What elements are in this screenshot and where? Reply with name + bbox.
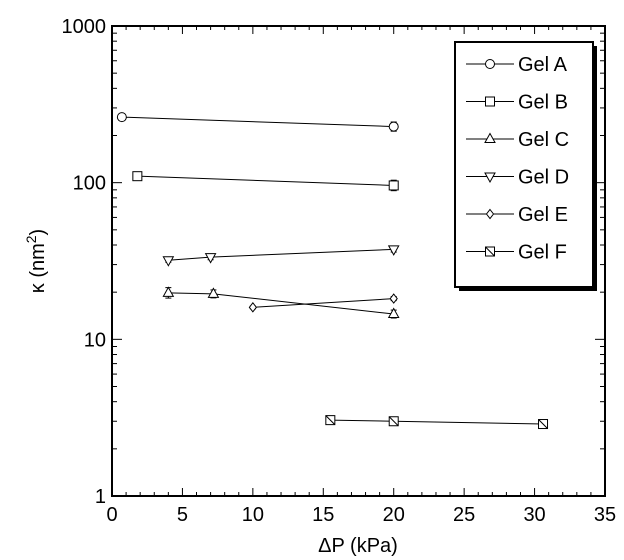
data-point-gel-f-slash <box>538 419 548 429</box>
y-tick-label: 1 <box>95 486 106 508</box>
series-line-gel-b <box>137 175 394 186</box>
legend-box <box>454 41 594 288</box>
x-tick-label: 10 <box>242 504 264 526</box>
legend-marker-gel-f <box>485 246 495 257</box>
x-tick-label: 35 <box>594 504 616 526</box>
data-point-gel-f-slash <box>325 415 336 425</box>
series-gel-c <box>162 286 400 319</box>
x-tick-label: 0 <box>106 504 117 526</box>
series-line-gel-f <box>330 419 544 425</box>
series-gel-f <box>325 415 549 430</box>
data-point-gel-b-shape <box>132 171 143 182</box>
legend-label-gel-f: Gel F <box>518 242 567 264</box>
data-point-gel-e <box>389 293 398 304</box>
series-line-gel-c <box>168 292 394 315</box>
data-point-gel-d <box>204 253 217 264</box>
series-line-gel-a <box>121 116 394 128</box>
y-tick-label: 1000 <box>62 16 107 38</box>
data-point-gel-a <box>116 112 127 123</box>
series-gel-a <box>116 112 399 132</box>
series-gel-b <box>132 171 399 192</box>
x-tick-label: 30 <box>523 504 545 526</box>
y-axis-label-superscript: 2 <box>23 235 39 243</box>
x-tick-label: 15 <box>312 504 334 526</box>
series-gel-d <box>162 245 400 267</box>
x-tick-label: 5 <box>177 504 188 526</box>
x-axis-label: ΔP (kPa) <box>318 535 398 557</box>
data-point-gel-f <box>325 415 336 426</box>
data-point-gel-c <box>207 287 220 298</box>
x-tick-label: 25 <box>453 504 475 526</box>
y-tick-label: 100 <box>73 173 106 195</box>
legend-label-gel-c: Gel C <box>518 129 569 151</box>
data-point-gel-f <box>388 416 399 427</box>
legend-label-gel-a: Gel A <box>518 54 568 76</box>
legend-marker-gel-d <box>484 172 496 184</box>
axis-ticks <box>111 26 606 497</box>
legend-marker-gel-c <box>484 132 496 143</box>
legend-marker-gel-b-shape <box>485 96 495 107</box>
y-axis-label-close: ) <box>27 229 49 236</box>
data-point-gel-f <box>538 419 549 430</box>
data-point-gel-e <box>248 302 257 313</box>
data-point-gel-f-slash <box>388 416 399 427</box>
tick-labels: 0 5 10 15 20 25 30 35 1 10 100 1000 <box>62 16 617 526</box>
series-gel-e <box>248 293 398 313</box>
data-point-gel-c <box>162 286 175 297</box>
legend: Gel A Gel B Gel C Gel D Gel E Gel F <box>454 41 597 291</box>
legend-marker-gel-e <box>485 208 495 220</box>
legend-marker-gel-b <box>485 96 495 107</box>
data-point-gel-b <box>388 180 399 191</box>
data-point-gel-b-shape <box>388 180 399 191</box>
legend-label-gel-b: Gel B <box>518 92 568 114</box>
series-layer <box>116 112 549 430</box>
legend-marker-gel-f-slash <box>485 246 495 257</box>
series-line-gel-d <box>168 248 394 261</box>
data-point-gel-d <box>162 256 175 267</box>
legend-marker-gel-a <box>485 59 495 69</box>
series-line-gel-e <box>252 298 394 308</box>
legend-label-gel-d: Gel D <box>518 167 569 189</box>
data-point-gel-a <box>388 121 399 132</box>
y-axis-label: κ (nm2) <box>23 229 49 293</box>
x-tick-label: 20 <box>383 504 405 526</box>
plot-frame <box>111 25 606 497</box>
data-point-gel-c <box>387 307 400 319</box>
legend-label-gel-e: Gel E <box>518 204 568 226</box>
data-point-gel-b <box>132 171 143 182</box>
y-tick-label: 10 <box>84 329 106 351</box>
data-point-gel-d <box>387 245 400 256</box>
